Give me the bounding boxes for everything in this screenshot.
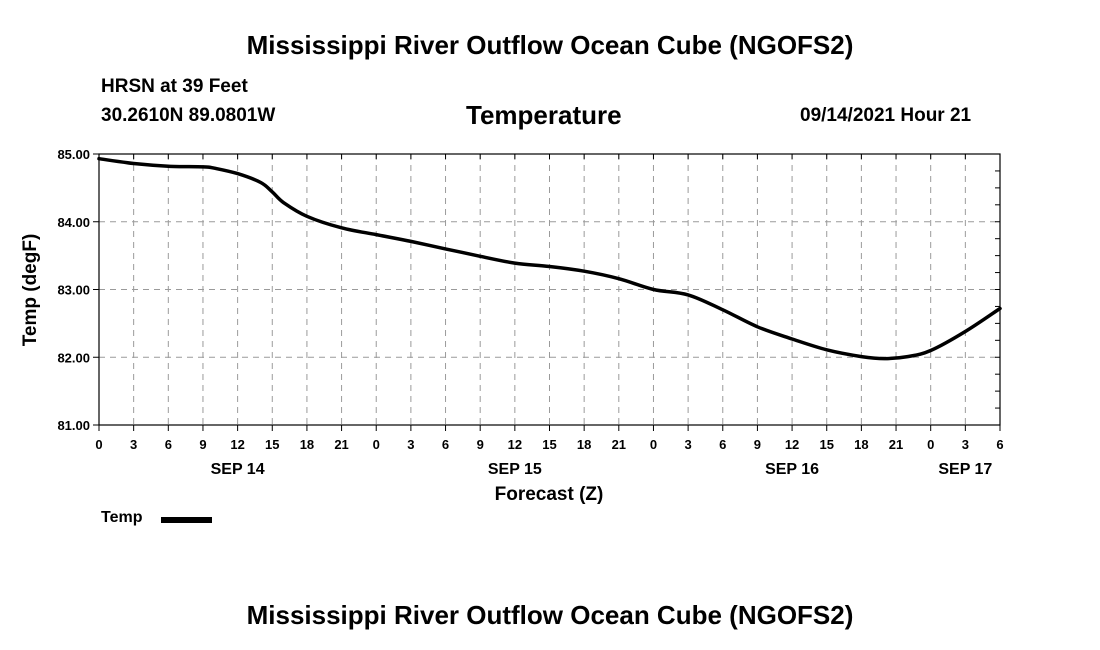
x-tick-label: 0	[95, 437, 102, 452]
x-tick-label: 12	[508, 437, 522, 452]
x-tick-label: 6	[719, 437, 726, 452]
top-title: Mississippi River Outflow Ocean Cube (NG…	[246, 30, 854, 60]
x-tick-label: 21	[889, 437, 903, 452]
x-tick-label: 6	[165, 437, 172, 452]
x-tick-label: 3	[962, 437, 969, 452]
chart-title: Temperature	[466, 100, 622, 130]
legend-swatch	[161, 517, 212, 523]
x-tick-label: 18	[854, 437, 868, 452]
station-label: HRSN at 39 Feet	[101, 76, 248, 97]
x-tick-label: 6	[996, 437, 1003, 452]
x-tick-label: 0	[650, 437, 657, 452]
x-tick-label: 3	[684, 437, 691, 452]
grid-lines	[99, 154, 1000, 425]
date-label: SEP 14	[211, 461, 265, 478]
x-tick-label: 9	[477, 437, 484, 452]
x-tick-label: 3	[130, 437, 137, 452]
x-tick-label: 3	[407, 437, 414, 452]
y-axis: 81.00 82.00 83.00 84.00 85.00	[57, 147, 1000, 433]
legend-label: Temp	[101, 509, 143, 526]
date-label: SEP 15	[488, 461, 542, 478]
x-tick-label: 12	[785, 437, 799, 452]
y-tick-label: 82.00	[57, 350, 90, 365]
date-label: SEP 17	[938, 461, 992, 478]
x-tick-label: 15	[265, 437, 279, 452]
x-tick-label: 21	[334, 437, 348, 452]
y-tick-label: 84.00	[57, 215, 90, 230]
forecast-datetime: 09/14/2021 Hour 21	[800, 105, 972, 126]
x-tick-label: 6	[442, 437, 449, 452]
x-tick-label: 15	[542, 437, 556, 452]
x-tick-label: 9	[754, 437, 761, 452]
y-tick-label: 83.00	[57, 283, 90, 298]
x-tick-label: 9	[199, 437, 206, 452]
y-axis-label: Temp (degF)	[20, 234, 41, 347]
y-tick-label: 81.00	[57, 418, 90, 433]
y-tick-label: 85.00	[57, 147, 90, 162]
coordinates-label: 30.2610N 89.0801W	[101, 105, 276, 126]
date-label: SEP 16	[765, 461, 819, 478]
x-tick-label: 15	[819, 437, 833, 452]
x-axis: 0 3 6 9 12 15 18 21 0 3 6 9 12 15 18 21 0 3 6 9 12 15 18 21 0 3 6S…	[95, 154, 1004, 478]
x-axis-label: Forecast (Z)	[495, 484, 604, 505]
x-tick-label: 21	[612, 437, 626, 452]
bottom-title: Mississippi River Outflow Ocean Cube (NG…	[246, 600, 854, 630]
x-tick-label: 0	[373, 437, 380, 452]
x-tick-label: 18	[300, 437, 314, 452]
x-tick-label: 12	[230, 437, 244, 452]
plot-frame	[98, 153, 1001, 426]
x-tick-label: 18	[577, 437, 591, 452]
x-tick-label: 0	[927, 437, 934, 452]
temp-series-line	[97, 156, 1002, 361]
